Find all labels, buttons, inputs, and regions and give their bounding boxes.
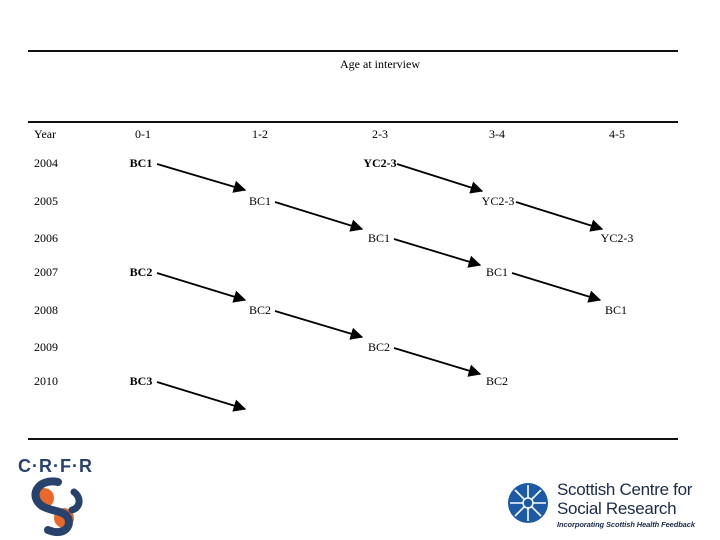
sccsr-emblem-icon bbox=[508, 483, 548, 523]
sccsr-wordmark: Scottish Centre for Social Research Inco… bbox=[557, 480, 695, 529]
cell-2005-bc1: BC1 bbox=[248, 194, 272, 208]
year-label-2010: 2010 bbox=[34, 374, 58, 388]
header-rule bbox=[28, 121, 678, 123]
top-rule bbox=[28, 50, 678, 52]
column-header-2-3: 2-3 bbox=[372, 127, 388, 141]
crfr-logo-mark bbox=[31, 477, 83, 537]
cell-2009-bc2: BC2 bbox=[367, 340, 391, 354]
column-header-4-5: 4-5 bbox=[609, 127, 625, 141]
arrow-bc1-2007-2008 bbox=[511, 272, 602, 303]
arrow-bc1-2006-2007 bbox=[393, 238, 482, 268]
cell-2005-yc: YC2-3 bbox=[481, 194, 515, 208]
cell-2007-bc2: BC2 bbox=[129, 265, 153, 279]
sccsr-name-line2: Social Research bbox=[557, 499, 677, 518]
column-header-1-2: 1-2 bbox=[252, 127, 268, 141]
cell-2008-bc1: BC1 bbox=[604, 303, 628, 317]
arrow-bc2-2009-2010 bbox=[393, 347, 482, 377]
bottom-rule bbox=[28, 438, 678, 440]
crfr-logo: C·R·F·R bbox=[18, 456, 98, 540]
column-header-year: Year bbox=[34, 127, 57, 141]
arrow-bc2-2008-2009 bbox=[274, 310, 364, 340]
cell-2008-bc2: BC2 bbox=[248, 303, 272, 317]
cell-2010-bc3: BC3 bbox=[129, 374, 153, 388]
arrow-yc-2004-2005 bbox=[396, 163, 484, 194]
year-label-2008: 2008 bbox=[34, 303, 58, 317]
year-label-2007: 2007 bbox=[34, 265, 58, 279]
cell-2010-bc2: BC2 bbox=[485, 374, 509, 388]
cell-2006-yc: YC2-3 bbox=[600, 231, 634, 245]
year-label-2004: 2004 bbox=[34, 156, 58, 170]
sccsr-name-line1: Scottish Centre for bbox=[557, 480, 693, 499]
column-header-3-4: 3-4 bbox=[489, 127, 505, 141]
arrow-bc2-2007-2008 bbox=[156, 272, 247, 303]
arrow-bc1-2004-2005 bbox=[156, 163, 247, 193]
arrow-bc1-2005-2006 bbox=[274, 201, 364, 232]
header-title: Age at interview bbox=[340, 57, 420, 71]
year-label-2005: 2005 bbox=[34, 194, 58, 208]
sccsr-subline: Incorporating Scottish Health Feedback bbox=[557, 520, 695, 529]
cell-2007-bc1: BC1 bbox=[485, 265, 509, 279]
column-header-0-1: 0-1 bbox=[135, 127, 151, 141]
crfr-logo-text: C·R·F·R bbox=[18, 456, 93, 476]
cell-2004-yc: YC2-3 bbox=[363, 156, 397, 170]
arrow-bc3-2010 bbox=[156, 381, 247, 412]
year-label-2006: 2006 bbox=[34, 231, 58, 245]
cell-2004-bc1: BC1 bbox=[129, 156, 153, 170]
sccsr-logo: Scottish Centre for Social Research Inco… bbox=[505, 478, 695, 536]
cell-2006-bc1: BC1 bbox=[367, 231, 391, 245]
arrow-yc-2005-2006 bbox=[515, 201, 604, 232]
year-label-2009: 2009 bbox=[34, 340, 58, 354]
